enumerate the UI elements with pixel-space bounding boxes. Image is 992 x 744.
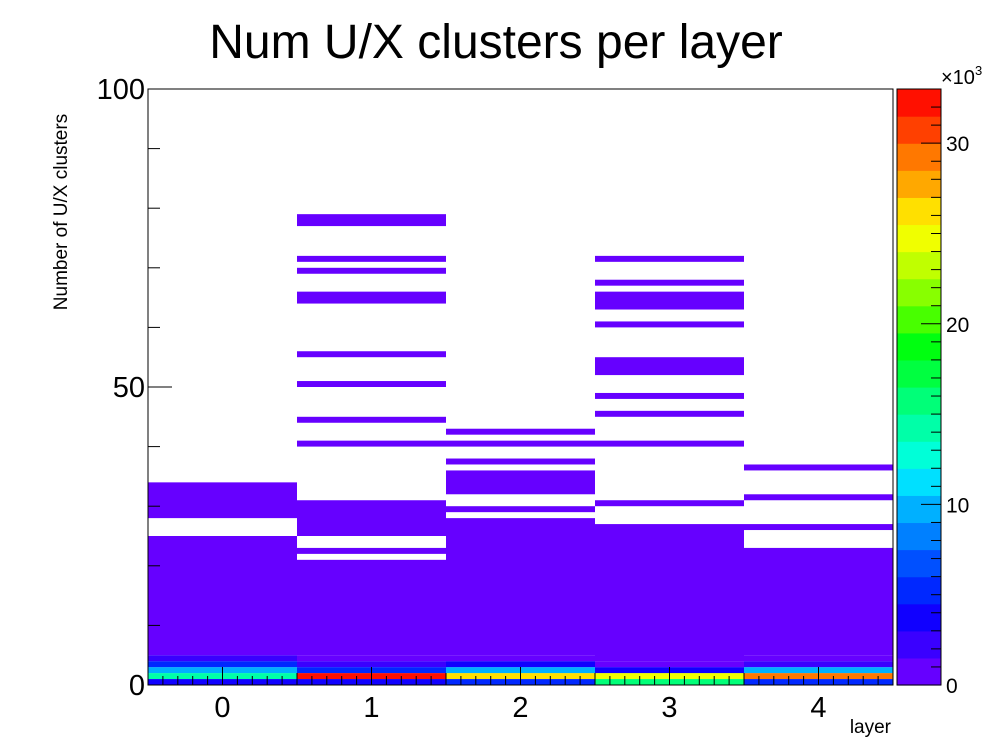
colorbar-multiplier-exponent: 3: [975, 63, 982, 78]
colorbar-segment: [897, 89, 941, 117]
colorbar-multiplier-base: ×10: [941, 67, 975, 89]
y-axis: 0 50 100: [97, 74, 172, 702]
colorbar-segment: [897, 116, 941, 144]
colorbar-segment: [897, 197, 941, 226]
heatmap-cell-layer-4-4: [744, 655, 893, 662]
heatmap-cell-layer-2-10: [446, 428, 595, 435]
heatmap-cell-layer-2-7: [446, 470, 595, 495]
heatmap-cell-layer-1-11: [297, 351, 446, 358]
heatmap-cell-layer-3-11: [595, 291, 744, 310]
heatmap-cell-layer-3-10: [595, 321, 744, 328]
colorbar-segment: [897, 603, 941, 632]
heatmap-cell-layer-1-10: [297, 381, 446, 387]
colorbar: 0 10 20 30: [896, 88, 969, 698]
heatmap-cell-layer-2-6: [446, 506, 595, 513]
colorbar-segment: [897, 359, 941, 388]
heatmap-cell-layer-0-6: [148, 482, 297, 519]
heatmap-cell-layer-1-7: [297, 500, 446, 536]
heatmap-cell-layer-4-7: [744, 494, 893, 501]
y-axis-label: Number of U/X clusters: [51, 114, 72, 310]
heatmap-cell-layer-2-8: [446, 458, 595, 465]
colorbar-frame: [896, 88, 942, 686]
heatmap-cell-layer-1-9: [297, 416, 446, 423]
colorbar-segment: [897, 332, 941, 361]
heatmap-cell-layer-1-13: [297, 267, 446, 274]
colorbar-segment: [897, 170, 941, 198]
chart-title: Num U/X clusters per layer: [209, 16, 783, 69]
colorbar-multiplier: ×103: [941, 63, 982, 89]
heatmap-cell-layer-3-9: [595, 357, 744, 376]
colorbar-segment: [897, 657, 941, 686]
heatmap-cell-layer-2-4: [446, 655, 595, 662]
heatmap-cell-layer-1-12: [297, 291, 446, 304]
heatmap-cell-layer-1-14: [297, 255, 446, 262]
x-tick-label: 4: [810, 692, 826, 724]
x-tick-label: 2: [512, 692, 528, 724]
colorbar-segment: [897, 278, 941, 307]
colorbar-segment: [897, 522, 941, 551]
colorbar-segment: [897, 387, 941, 415]
colorbar-segment: [897, 224, 941, 253]
heatmap-cell-layer-4-3: [744, 661, 893, 668]
colorbar-tick-label: 0: [946, 675, 958, 698]
colorbar-tick-label: 10: [946, 494, 969, 517]
heatmap-cell-layer-1-3: [297, 661, 446, 668]
y-tick-label: 50: [113, 372, 145, 404]
heatmap-cell-layer-0-5: [148, 536, 297, 656]
x-axis-label: layer: [850, 717, 892, 738]
colorbar-segment: [897, 143, 941, 171]
x-tick-label: 1: [363, 692, 379, 724]
colorbar-tick-label: 20: [946, 314, 969, 337]
heatmap-cell-layer-3-4: [595, 524, 744, 662]
colorbar-segment: [897, 305, 941, 334]
colorbar-segment: [897, 576, 941, 605]
y-tick-label: 100: [97, 74, 145, 106]
heatmap-cell-layer-3-7: [595, 410, 744, 417]
x-tick-label: 3: [661, 692, 677, 724]
colorbar-segment: [897, 549, 941, 578]
heatmap-cell-layer-1-6: [297, 547, 446, 554]
heatmap-cell-layer-1-4: [297, 655, 446, 662]
heatmap-cell-layer-3-8: [595, 392, 744, 399]
colorbar-tick-label: 30: [946, 133, 969, 156]
colorbar-segment: [897, 251, 941, 280]
heatmap-cell-layer-2-3: [446, 661, 595, 668]
colorbar-segment: [897, 468, 941, 496]
colorbar-segment: [897, 414, 941, 442]
x-tick-label: 0: [214, 692, 230, 724]
heatmap-cells: [148, 214, 893, 685]
x-axis: 0 1 2 3 4: [147, 667, 894, 724]
heatmap-cell-layer-3-3: [595, 661, 744, 668]
heatmap-cell-layer-3-5: [595, 500, 744, 507]
heatmap-cell-layer-1-5: [297, 559, 446, 656]
y-tick-label: 0: [129, 670, 145, 702]
heatmap-cell-layer-3-6: [595, 440, 744, 447]
heatmap-cell-layer-2-5: [446, 518, 595, 656]
colorbar-segment: [897, 441, 941, 469]
heatmap-cell-layer-0-4: [148, 655, 297, 662]
colorbar-segment: [897, 630, 941, 659]
heatmap-cell-layer-1-15: [297, 214, 446, 227]
heatmap-cell-layer-3-13: [595, 255, 744, 262]
heatmap-cell-layer-0-3: [148, 661, 297, 668]
heatmap-cell-layer-4-5: [744, 547, 893, 656]
heatmap-cell-layer-1-8: [297, 440, 446, 447]
heatmap-cell-layer-4-8: [744, 464, 893, 471]
colorbar-segment: [897, 495, 941, 524]
heatmap-cell-layer-4-6: [744, 524, 893, 531]
heatmap-cell-layer-3-12: [595, 279, 744, 286]
heatmap-cell-layer-2-9: [446, 440, 595, 447]
